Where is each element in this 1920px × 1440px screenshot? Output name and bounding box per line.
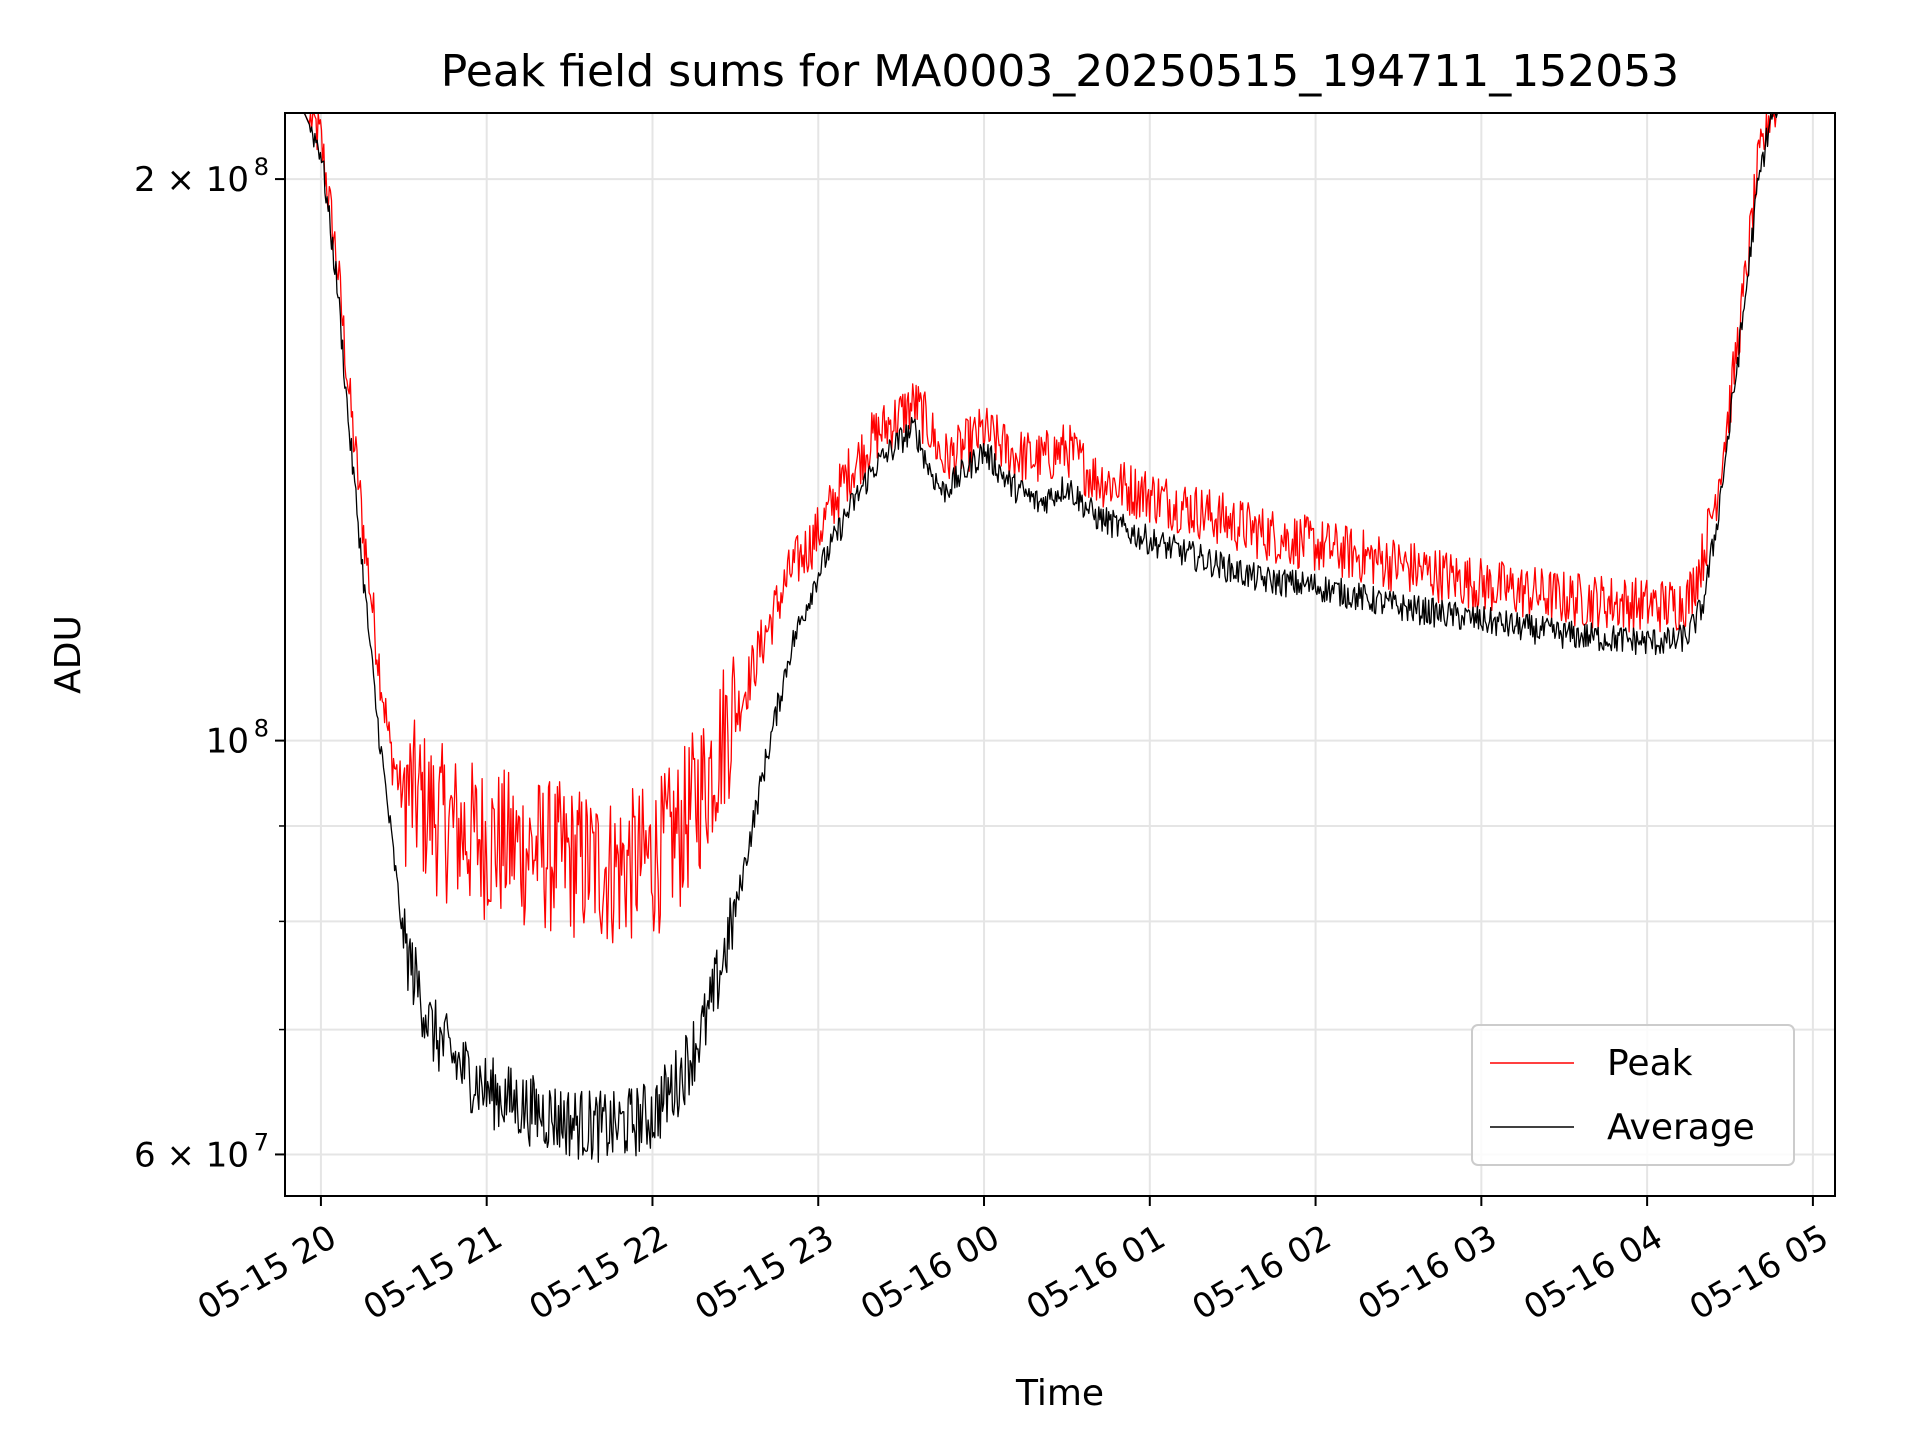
chart-title: Peak field sums for MA0003_20250515_1947… <box>441 46 1679 97</box>
y-tick-label: 2 × 10 <box>134 160 249 200</box>
y-tick-label: 10 <box>206 722 249 762</box>
y-tick-label: 6 × 10 <box>134 1135 249 1175</box>
y-axis-label: ADU <box>48 615 89 694</box>
y-axis-ticks: 6 × 10 710 82 × 10 8 <box>134 153 285 1175</box>
y-tick-exponent: 7 <box>254 1128 269 1156</box>
y-tick-exponent: 8 <box>254 715 269 743</box>
plot-frame <box>284 112 1836 1197</box>
series-line-peak <box>285 113 1835 944</box>
legend-box <box>1471 1024 1795 1166</box>
legend-label-average: Average <box>1607 1107 1755 1148</box>
series-lines <box>285 113 1835 1163</box>
y-tick-exponent: 8 <box>254 153 269 181</box>
series-line-average <box>285 113 1835 1163</box>
x-axis-label: Time <box>1015 1373 1104 1414</box>
legend-label-peak: Peak <box>1607 1043 1693 1084</box>
legend: Peak Average <box>1471 1024 1795 1166</box>
